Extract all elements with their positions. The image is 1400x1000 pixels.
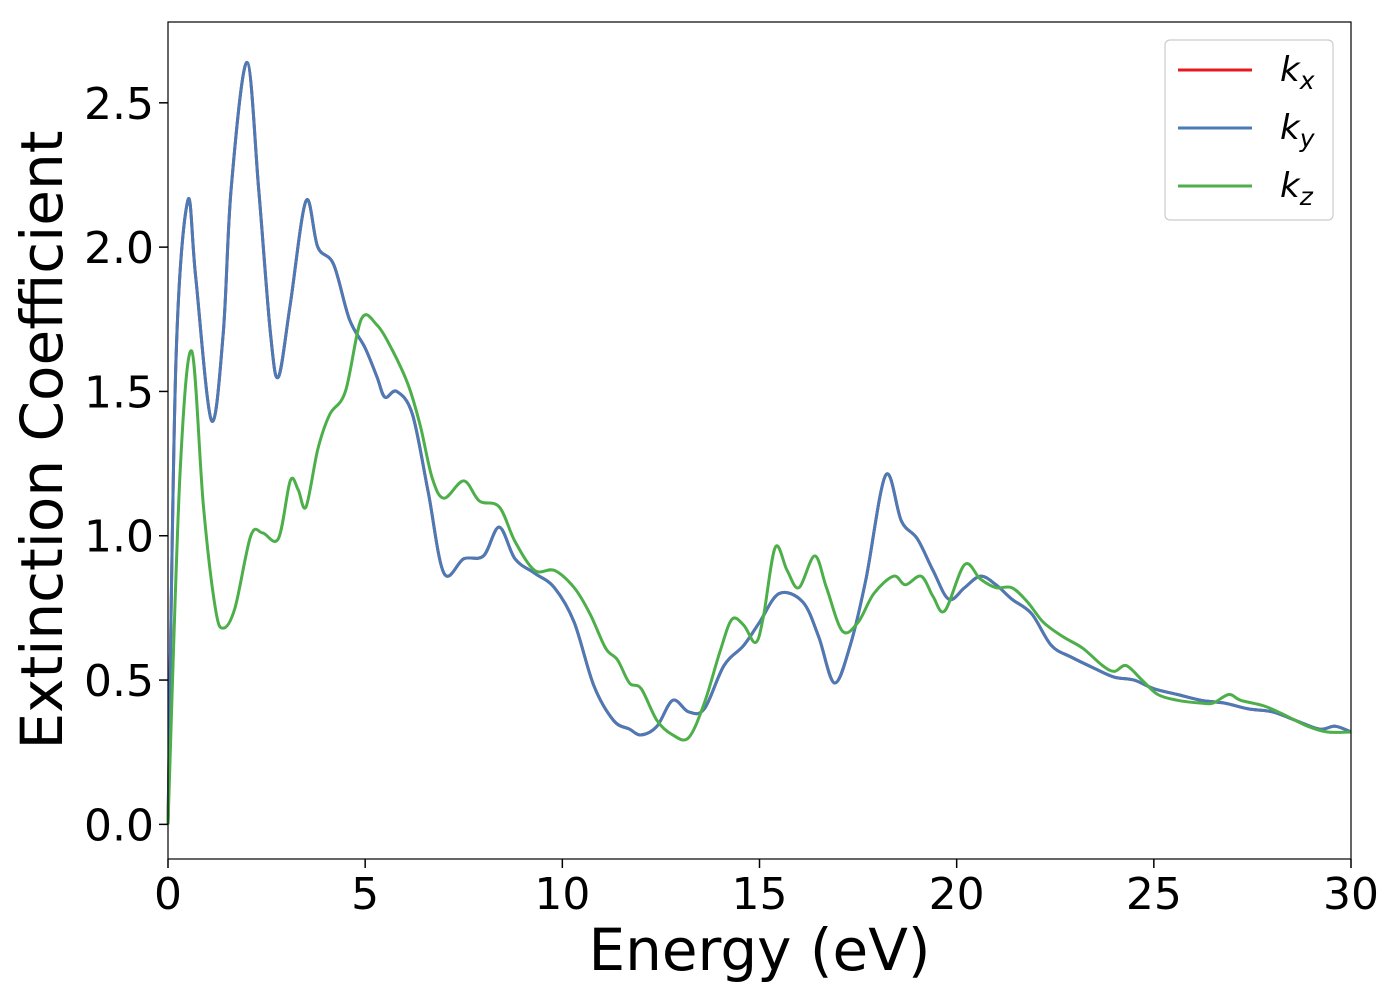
x-tick-label: 15 <box>732 869 788 920</box>
x-tick-label: 30 <box>1323 869 1379 920</box>
y-tick-label: 1.0 <box>84 512 154 563</box>
series-line-ky <box>166 60 1352 825</box>
legend-label-kx: kx <box>1280 50 1315 95</box>
x-tick-label: 25 <box>1126 869 1182 920</box>
x-tick-label: 20 <box>929 869 985 920</box>
legend-label-ky: ky <box>1280 108 1316 153</box>
y-axis: 0.0 0.5 1.0 1.5 2.0 2.5 <box>84 79 168 851</box>
series-layer <box>166 60 1352 825</box>
x-tick-label: 10 <box>534 869 590 920</box>
legend-box <box>1164 39 1334 221</box>
series-line-kz <box>166 313 1352 825</box>
y-tick-label: 2.5 <box>84 79 154 130</box>
x-tick-label: 0 <box>154 869 182 920</box>
legend: kx ky kz <box>1164 39 1334 221</box>
x-axis: 0 5 10 15 20 25 30 <box>154 859 1379 920</box>
legend-label-kz: kz <box>1280 166 1314 211</box>
y-tick-label: 0.5 <box>84 656 154 707</box>
y-axis-label: Extinction Coefficient <box>8 131 76 750</box>
y-tick-label: 2.0 <box>84 223 154 274</box>
y-tick-label: 0.0 <box>84 800 154 851</box>
x-tick-label: 5 <box>351 869 379 920</box>
y-tick-label: 1.5 <box>84 367 154 418</box>
x-axis-label: Energy (eV) <box>588 916 930 984</box>
